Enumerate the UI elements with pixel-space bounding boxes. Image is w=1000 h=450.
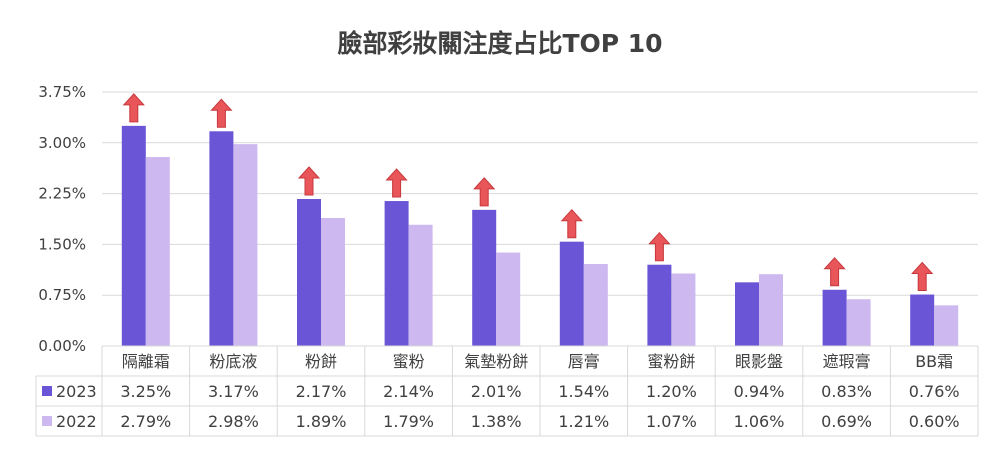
data-label: 1.54%: [558, 382, 609, 401]
bar-2023: [559, 241, 584, 346]
y-tick-label: 0.75%: [38, 286, 86, 304]
data-label: 0.60%: [909, 412, 960, 431]
data-label: 1.89%: [296, 412, 347, 431]
data-table: 隔離霜 粉底液 粉餅 蜜粉 氣墊粉餅 唇膏 蜜粉餅 眼影盤 遮瑕膏 BB霜 2023 3.25% 3.1…: [35, 345, 979, 437]
increase-arrow-icon: [385, 168, 408, 198]
category-label: 遮瑕膏: [823, 352, 871, 371]
bar-2022: [233, 144, 258, 346]
y-axis-ticks: 0.00% 0.75% 1.50% 2.25% 3.00% 3.75%: [38, 83, 86, 355]
y-tick-label: 1.50%: [38, 235, 86, 253]
data-label: 2.79%: [120, 412, 171, 431]
data-label: 2.98%: [208, 412, 259, 431]
category-label: 眼影盤: [735, 352, 783, 371]
data-label: 0.94%: [734, 382, 785, 401]
chart-title: 臉部彩妝關注度占比TOP 10: [337, 29, 662, 58]
y-tick-label: 0.00%: [38, 337, 86, 355]
data-label: 0.83%: [821, 382, 872, 401]
bar-2023: [822, 289, 847, 346]
increase-arrow-icon: [823, 257, 846, 287]
increase-arrow-icon: [122, 93, 145, 123]
y-tick-label: 3.00%: [38, 134, 86, 152]
data-label: 2.14%: [383, 382, 434, 401]
bar-2023: [910, 294, 935, 346]
category-label: 粉餅: [305, 352, 337, 371]
bar-2023: [121, 125, 146, 346]
bar-2022: [583, 264, 608, 346]
data-label: 1.07%: [646, 412, 697, 431]
data-label: 1.06%: [734, 412, 785, 431]
bar-2022: [145, 157, 170, 346]
data-label: 3.25%: [120, 382, 171, 401]
bar-2022: [496, 252, 521, 346]
bar-2023: [297, 199, 321, 346]
category-label: BB霜: [915, 352, 953, 371]
bar-2022: [671, 273, 696, 346]
increase-arrow-icon: [560, 208, 583, 239]
increase-arrow-icon: [473, 177, 496, 207]
data-label: 0.76%: [909, 382, 960, 401]
legend-swatch: [42, 386, 52, 396]
bar-2022: [321, 217, 345, 346]
increase-arrow-icon: [911, 261, 934, 292]
bars: [121, 125, 959, 346]
data-label: 1.21%: [558, 412, 609, 431]
bar-2023: [384, 201, 409, 346]
increase-arrow-icon: [648, 231, 671, 262]
category-label: 粉底液: [209, 352, 257, 371]
legend-label: 2022: [56, 412, 97, 431]
data-label: 2.17%: [296, 382, 347, 401]
bar-2023: [735, 282, 759, 346]
data-label: 1.38%: [471, 412, 522, 431]
data-label: 1.20%: [646, 382, 697, 401]
category-label: 隔離霜: [122, 352, 170, 371]
category-label: 蜜粉餅: [647, 352, 695, 371]
category-label: 蜜粉: [393, 352, 425, 371]
category-label: 氣墊粉餅: [464, 352, 528, 371]
data-label: 3.17%: [208, 382, 259, 401]
legend-label: 2023: [56, 382, 97, 401]
bar-2023: [209, 131, 234, 346]
data-label: 2.01%: [471, 382, 522, 401]
bar-2023: [472, 209, 497, 346]
category-label: 唇膏: [568, 352, 600, 371]
bar-2022: [846, 299, 871, 346]
data-label: 1.79%: [383, 412, 434, 431]
increase-arrow-icon: [297, 166, 321, 196]
legend-swatch: [42, 416, 52, 426]
increase-arrow-icon: [210, 98, 233, 128]
increase-arrows: [122, 93, 934, 292]
bar-2022: [759, 274, 783, 346]
data-label: 0.69%: [821, 412, 872, 431]
y-tick-label: 3.75%: [38, 83, 86, 101]
bar-2023: [647, 264, 672, 346]
bar-2022: [408, 224, 433, 346]
bar-2022: [934, 305, 959, 346]
y-tick-label: 2.25%: [38, 185, 86, 203]
